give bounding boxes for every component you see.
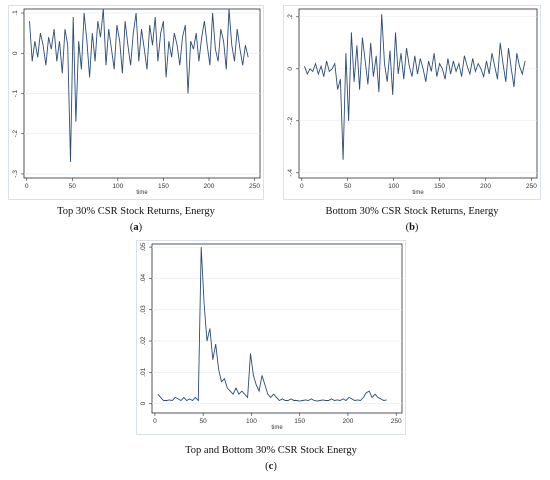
chart-b-svg: -.4 -.2 0 .2 0 50 100 150 200 250 time [283, 5, 541, 200]
x-tick-label: 50 [69, 183, 77, 190]
letter-b: (b) [405, 222, 419, 233]
series-line [29, 8, 249, 162]
y-tick-label: -.3 [12, 170, 19, 178]
series-line [157, 247, 387, 402]
y-tick-label: .04 [140, 274, 147, 283]
x-tick-label: 150 [294, 418, 305, 425]
letter-c: (c) [265, 461, 277, 472]
x-tick-label: 50 [344, 183, 352, 190]
caption-a: Top 30% CSR Stock Returns, Energy [57, 206, 215, 217]
y-tick-label: 0 [287, 67, 294, 71]
y-tick-label: .02 [140, 336, 147, 345]
x-tick-label: 200 [204, 183, 215, 190]
letter-c-text: c [268, 461, 274, 472]
caption-c: Top and Bottom 30% CSR Stock Energy [185, 445, 357, 456]
x-tick-label: 50 [200, 418, 208, 425]
x-tick-label: 250 [526, 183, 537, 190]
chart-a-svg: -.3 -.2 -.1 0 .1 0 50 100 150 200 250 time [8, 5, 264, 200]
x-tick-label: 250 [249, 183, 260, 190]
chart-c-svg: 0 .01 .02 .03 .04 .05 0 50 100 150 200 250 time [136, 240, 406, 435]
x-tick-label: 0 [25, 183, 29, 190]
x-tick-label: 200 [480, 183, 491, 190]
plot-area [298, 8, 538, 179]
x-tick-label: 0 [153, 418, 157, 425]
plot-area [151, 243, 403, 414]
series-line [304, 14, 526, 160]
y-tick-label: .01 [140, 367, 147, 376]
x-tick-label: 250 [391, 418, 402, 425]
x-axis-title: time [271, 425, 283, 431]
x-axis-title: time [412, 190, 424, 196]
x-tick-label: 150 [158, 183, 169, 190]
x-axis-title: time [136, 190, 148, 196]
y-tick-label: -.4 [287, 169, 294, 177]
y-tick-label: .2 [287, 14, 294, 20]
y-tick-label: -.2 [12, 130, 19, 138]
chart-panel-a: -.3 -.2 -.1 0 .1 0 50 100 150 200 250 time [8, 5, 264, 200]
x-tick-label: 100 [388, 183, 399, 190]
y-tick-label: .1 [12, 10, 19, 16]
x-tick-label: 100 [112, 183, 123, 190]
letter-a-text: a [133, 222, 139, 233]
y-tick-label: 0 [140, 401, 147, 405]
letter-a: (a) [129, 222, 143, 233]
x-tick-label: 0 [300, 183, 304, 190]
y-tick-label: -.1 [12, 89, 19, 97]
x-tick-label: 100 [246, 418, 257, 425]
caption-b: Bottom 30% CSR Stock Returns, Energy [325, 206, 499, 217]
chart-panel-c: 0 .01 .02 .03 .04 .05 0 50 100 150 200 250 time [136, 240, 406, 435]
letter-b-text: b [409, 222, 415, 233]
y-tick-label: .05 [140, 242, 147, 251]
chart-panel-b: -.4 -.2 0 .2 0 50 100 150 200 250 time [283, 5, 541, 200]
y-tick-label: -.2 [287, 117, 294, 125]
x-tick-label: 200 [343, 418, 354, 425]
x-tick-label: 150 [434, 183, 445, 190]
y-tick-label: 0 [12, 51, 19, 55]
y-tick-label: .03 [140, 305, 147, 314]
